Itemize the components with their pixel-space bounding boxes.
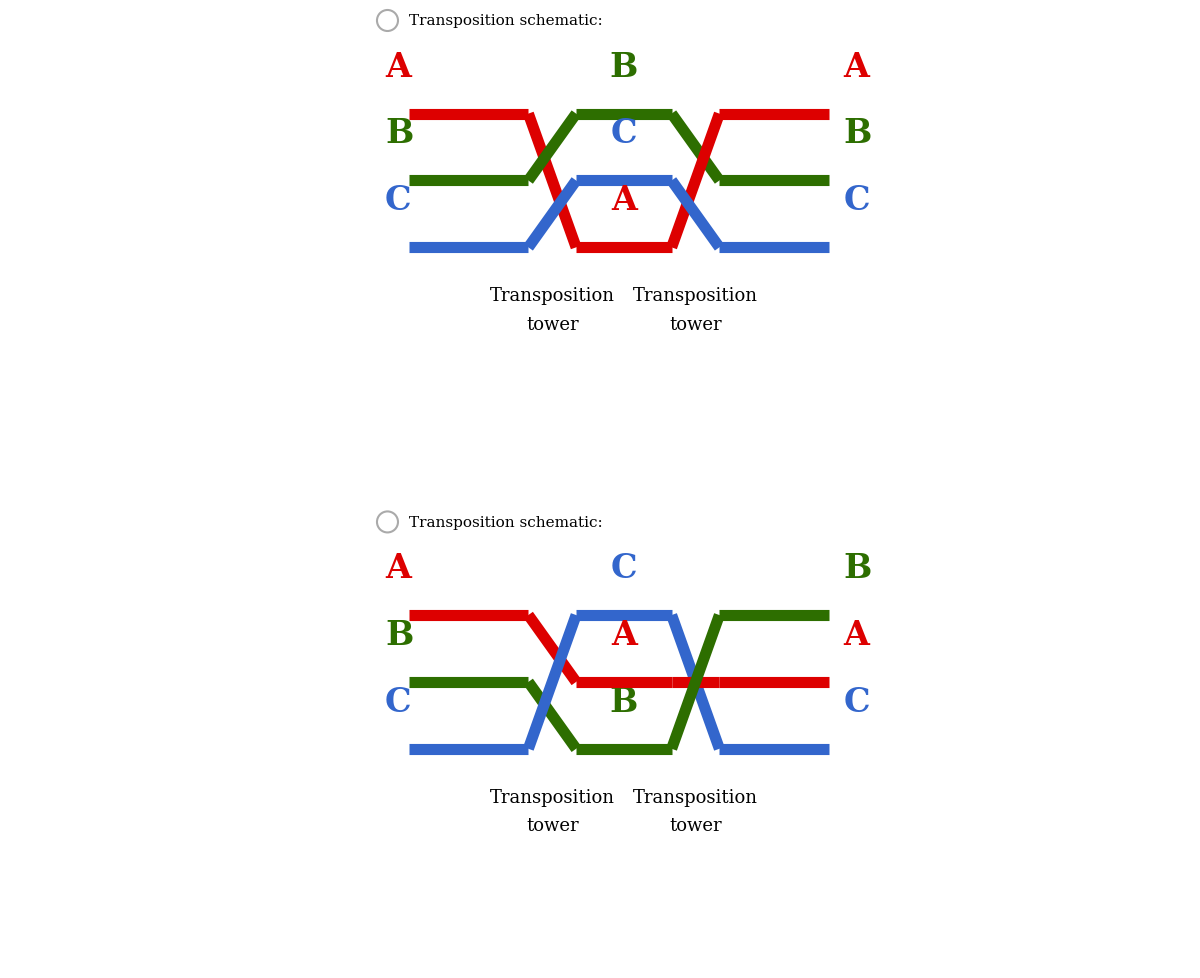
- Text: Transposition: Transposition: [634, 287, 758, 305]
- Text: C: C: [844, 184, 870, 217]
- Text: B: B: [385, 618, 414, 651]
- Text: C: C: [844, 685, 870, 718]
- Text: C: C: [385, 184, 412, 217]
- Text: C: C: [611, 552, 637, 585]
- Text: A: A: [611, 618, 637, 651]
- Text: B: B: [610, 51, 638, 83]
- Text: B: B: [844, 552, 872, 585]
- Text: tower: tower: [670, 817, 722, 834]
- Text: B: B: [844, 117, 872, 151]
- Text: B: B: [385, 117, 414, 151]
- Text: C: C: [611, 117, 637, 151]
- Text: A: A: [611, 184, 637, 217]
- Text: tower: tower: [526, 316, 578, 333]
- Text: Transposition schematic:: Transposition schematic:: [409, 15, 602, 28]
- Text: Transposition: Transposition: [490, 787, 614, 806]
- Text: B: B: [610, 685, 638, 718]
- Text: Transposition: Transposition: [634, 787, 758, 806]
- Text: C: C: [385, 685, 412, 718]
- Text: A: A: [844, 618, 870, 651]
- Text: A: A: [844, 51, 870, 83]
- Text: A: A: [385, 552, 410, 585]
- Text: tower: tower: [526, 817, 578, 834]
- Text: Transposition schematic:: Transposition schematic:: [409, 515, 602, 529]
- Text: Transposition: Transposition: [490, 287, 614, 305]
- Text: A: A: [385, 51, 410, 83]
- Text: tower: tower: [670, 316, 722, 333]
